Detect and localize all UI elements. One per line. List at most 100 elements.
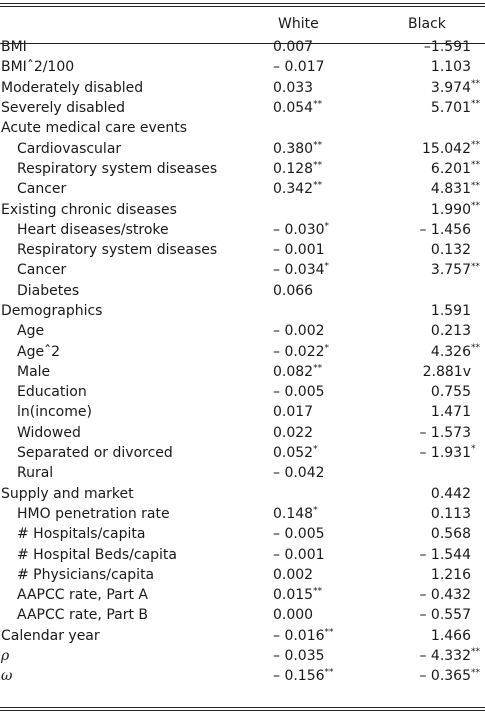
- white-significance-marker: **: [313, 99, 323, 110]
- row-label-text: Rural: [17, 465, 54, 482]
- black-value: 5.701: [430, 100, 471, 117]
- black-value: 0.213: [430, 323, 471, 340]
- row-label: ω: [0, 666, 225, 686]
- white-value-cell: – 0.001: [225, 240, 374, 260]
- white-value: 0.000: [273, 607, 314, 624]
- table-row: Cancer 0.342** 4.831**: [0, 179, 485, 199]
- table-row: BMIˆ2/100 – 0.017 1.103: [0, 57, 485, 77]
- row-label: Ageˆ2: [0, 341, 225, 361]
- row-label: Cancer: [0, 179, 225, 199]
- white-value-cell: 0.066: [225, 281, 374, 301]
- white-value-cell: – 0.017: [225, 57, 374, 77]
- row-label-text: Separated or divorced: [17, 445, 173, 462]
- black-value: 6.201: [430, 160, 471, 177]
- white-value-cell: – 0.022*: [225, 341, 374, 361]
- white-value: – 0.016: [273, 627, 325, 644]
- table-row: ω – 0.156** – 0.365**: [0, 666, 485, 686]
- black-value: 0.113: [430, 505, 471, 522]
- white-significance-marker: *: [324, 261, 330, 272]
- row-label: # Hospital Beds/capita: [0, 544, 225, 564]
- black-value: 0.755: [430, 384, 471, 401]
- white-value-cell: 0.052*: [225, 443, 374, 463]
- white-value: – 0.001: [273, 242, 325, 259]
- table-row: # Hospitals/capita – 0.005 0.568: [0, 524, 485, 544]
- black-value-cell: 0.568: [374, 524, 485, 544]
- white-value-cell: 0.148*: [225, 504, 374, 524]
- black-value-cell: 1.471: [374, 402, 485, 422]
- header-rule: [0, 43, 485, 44]
- black-value-cell: 2.881v: [374, 362, 485, 382]
- table-row: Education – 0.005 0.755: [0, 382, 485, 402]
- black-value: 0.568: [430, 526, 471, 543]
- row-label: AAPCC rate, Part A: [0, 585, 225, 605]
- white-significance-marker: *: [324, 342, 330, 353]
- black-value: 15.042: [422, 140, 471, 157]
- table-row: Existing chronic diseases 1.990**: [0, 199, 485, 219]
- white-value-cell: [225, 484, 374, 504]
- white-value-cell: 0.015**: [225, 585, 374, 605]
- black-value: 1.471: [430, 404, 471, 421]
- row-label-text: Cancer: [17, 262, 67, 279]
- row-label-text: Diabetes: [17, 282, 80, 299]
- table-row: Cardiovascular 0.380** 15.042**: [0, 138, 485, 158]
- white-value-cell: 0.017: [225, 402, 374, 422]
- black-value-cell: – 0.432: [374, 585, 485, 605]
- white-value: 0.015: [273, 587, 314, 604]
- black-value: – 1.456: [419, 221, 471, 238]
- white-value: 0.148: [273, 505, 314, 522]
- white-value-cell: 0.000: [225, 605, 374, 625]
- white-value-cell: 0.054**: [225, 98, 374, 118]
- row-label: Education: [0, 382, 225, 402]
- row-label-text: Cancer: [17, 181, 67, 198]
- white-value-cell: 0.082**: [225, 362, 374, 382]
- row-label-text: Respiratory system diseases: [17, 242, 218, 259]
- black-value-cell: 0.755: [374, 382, 485, 402]
- row-label: Respiratory system diseases: [0, 240, 225, 260]
- row-label-text: Cardiovascular: [17, 140, 122, 157]
- row-label: Cardiovascular: [0, 138, 225, 158]
- black-value-cell: 1.990**: [430, 200, 480, 218]
- table-row: AAPCC rate, Part A 0.015** – 0.432: [0, 585, 485, 605]
- white-value-cell: [225, 301, 374, 321]
- table-row: Male 0.082** 2.881v: [0, 362, 485, 382]
- white-value-cell: [225, 199, 374, 219]
- row-label-text: HMO penetration rate: [17, 505, 170, 522]
- table-row: Moderately disabled 0.033 3.974**: [0, 78, 485, 98]
- row-label-text: Acute medical care events: [1, 120, 188, 137]
- row-label-text: Moderately disabled: [1, 79, 144, 96]
- white-value: – 0.001: [273, 546, 325, 563]
- black-value: 1.591: [430, 303, 471, 319]
- black-value-cell: – 1.931*: [419, 444, 476, 462]
- row-label: Existing chronic diseases: [0, 199, 225, 219]
- black-value-cell: – 1.573: [374, 423, 485, 443]
- black-value-cell: 4.831**: [430, 180, 480, 198]
- table-row: Rural – 0.042: [0, 463, 485, 483]
- row-label-text: Ageˆ2: [17, 343, 60, 360]
- white-value-cell: – 0.016**: [225, 626, 374, 646]
- table-row: HMO penetration rate 0.148* 0.113: [0, 504, 485, 524]
- row-label: Widowed: [0, 423, 225, 443]
- white-value-cell: 0.022: [225, 423, 374, 443]
- black-value-cell: 0.113: [374, 504, 485, 524]
- black-value-cell: 1.216: [374, 565, 485, 585]
- white-value: – 0.017: [273, 59, 325, 76]
- white-value-cell: 0.007: [225, 37, 374, 57]
- row-label: Heart diseases/stroke: [0, 220, 225, 240]
- black-value: 0.132: [430, 242, 471, 259]
- white-value: – 0.005: [273, 526, 325, 543]
- white-value: 0.033: [273, 79, 314, 96]
- black-value-cell: 1.103: [374, 57, 485, 77]
- black-value-cell: – 1.456: [374, 220, 485, 240]
- row-label-text: # Hospitals/capita: [17, 526, 146, 543]
- black-value: 3.974: [430, 79, 471, 96]
- white-value: 0.052: [273, 445, 314, 462]
- table-row: BMI 0.007 –1.591: [0, 37, 485, 57]
- row-label: ln(income): [0, 402, 225, 422]
- table-row: # Physicians/capita 0.002 1.216: [0, 565, 485, 585]
- white-significance-marker: **: [313, 160, 323, 171]
- table-row: # Hospital Beds/capita – 0.001 – 1.544: [0, 544, 485, 564]
- row-label: ρ: [0, 646, 225, 666]
- row-label-text: # Hospital Beds/capita: [17, 546, 177, 563]
- row-label: AAPCC rate, Part B: [0, 605, 225, 625]
- table-row: ln(income) 0.017 1.471: [0, 402, 485, 422]
